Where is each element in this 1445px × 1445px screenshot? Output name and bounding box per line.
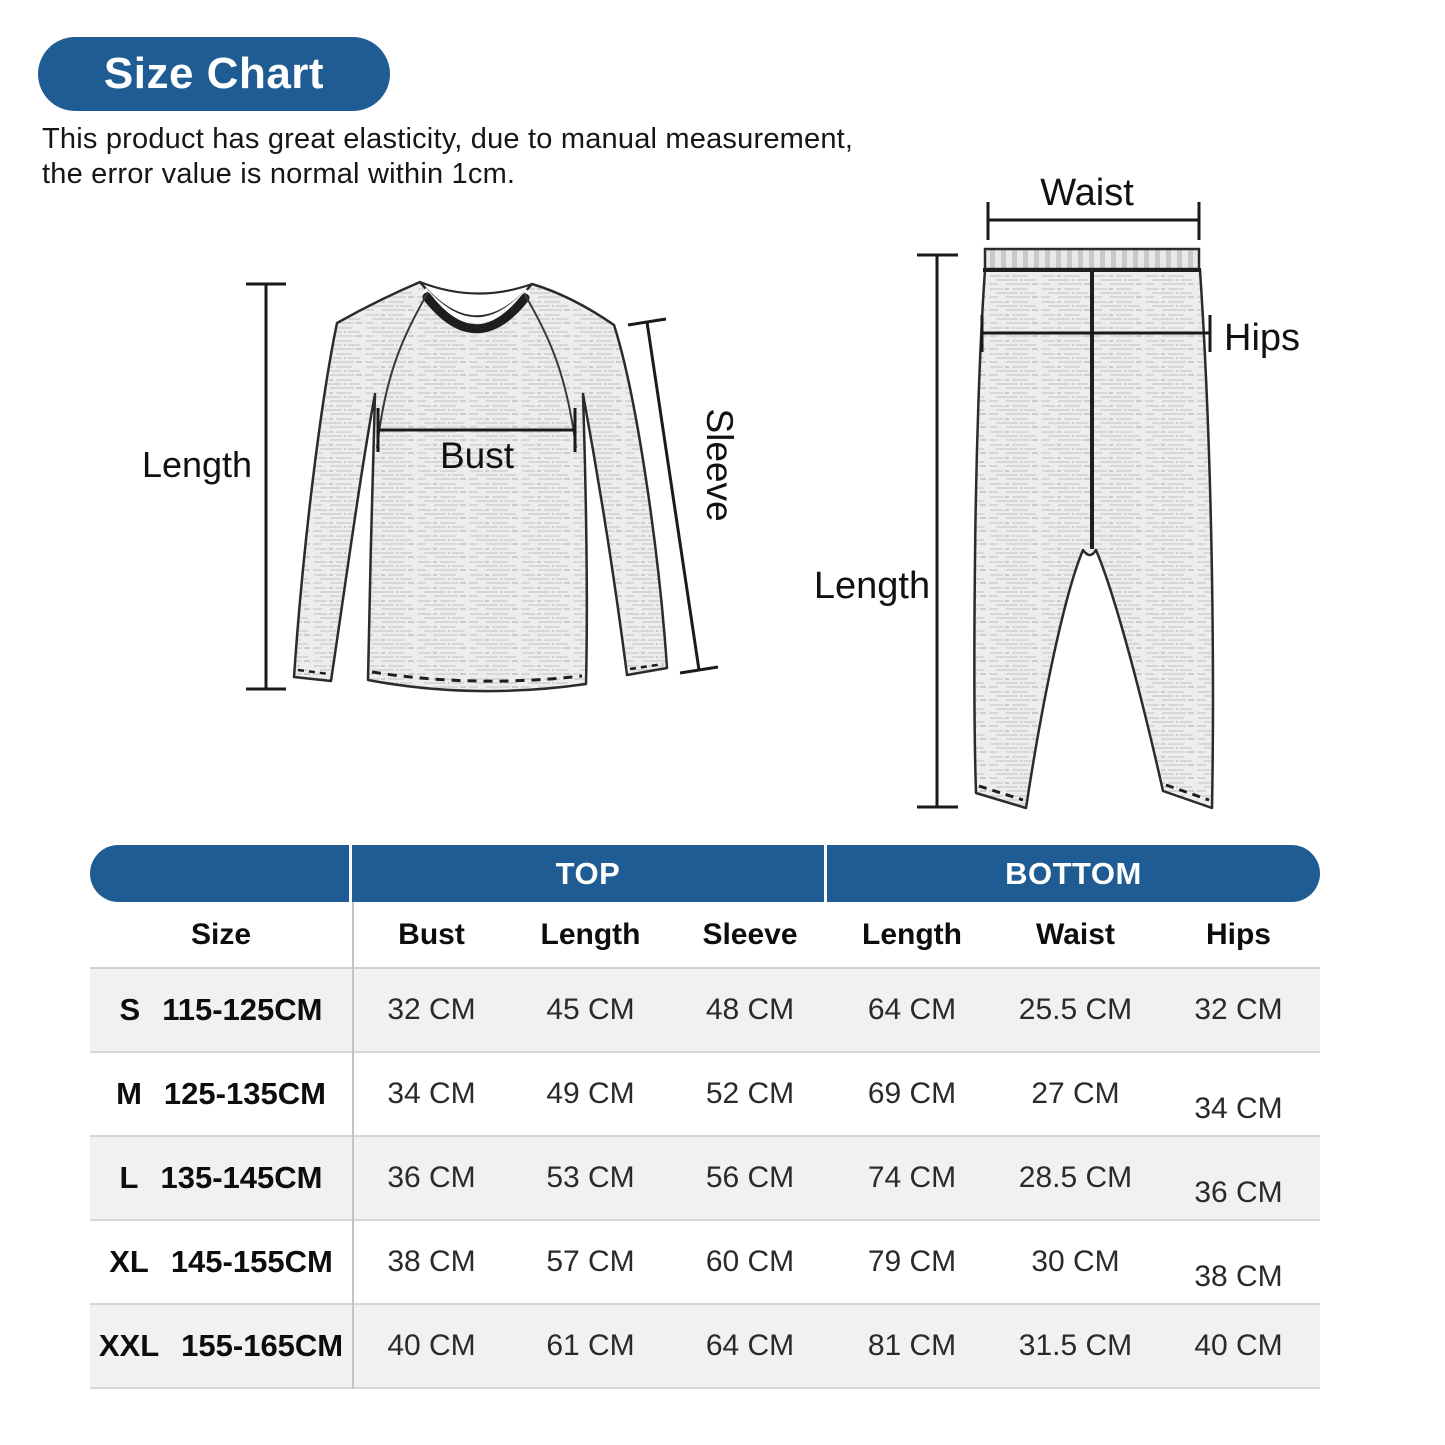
size-cell: XXL 155-165CM	[90, 1328, 352, 1364]
bust-value: 38 CM	[387, 1245, 476, 1278]
height-range: 155-165CM	[181, 1328, 344, 1363]
table-column-header: Size Bust Length Sleeve Length Waist Hip…	[90, 902, 1320, 969]
pants-measurements	[917, 202, 1212, 809]
sleeve-value: 52 CM	[705, 1077, 795, 1110]
group-header-top: TOP	[352, 845, 827, 902]
description-text: This product has great elasticity, due t…	[42, 122, 853, 192]
pants-hem-stitch-right	[1165, 783, 1210, 802]
hips-value: 36 CM	[1194, 1176, 1283, 1209]
bust-value: 36 CM	[387, 1161, 476, 1194]
hips-value: 32 CM	[1194, 993, 1283, 1026]
table-row-m: M 125-135CM 34 CM 49 CM 52 CM 69 CM 27 C…	[90, 1053, 1320, 1137]
size-label: S	[119, 992, 141, 1027]
shirt-collar-band	[422, 292, 530, 334]
top-length-value: 57 CM	[546, 1245, 635, 1278]
pants-waist-label: Waist	[1040, 172, 1134, 214]
bottom-length-value: 79 CM	[867, 1245, 957, 1278]
table-row-xxl: XXL 155-165CM 40 CM 61 CM 64 CM 81 CM 31…	[90, 1305, 1320, 1389]
group-header-spacer	[90, 845, 352, 902]
waist-value: 27 CM	[1031, 1077, 1120, 1110]
sleeve-value: 64 CM	[705, 1329, 795, 1362]
height-range: 125-135CM	[163, 1076, 326, 1111]
waist-value: 31.5 CM	[1018, 1329, 1133, 1362]
col-bottom-length: Length	[862, 917, 962, 951]
group-header-bottom: BOTTOM	[1005, 855, 1142, 891]
sleeve-value: 48 CM	[705, 993, 795, 1026]
shirt-raglan-seam-right	[523, 292, 577, 449]
col-bust: Bust	[398, 917, 465, 951]
table-group-header: TOP BOTTOM	[90, 845, 1320, 902]
size-cell: L 135-145CM	[90, 1160, 352, 1196]
description-line-1: This product has great elasticity, due t…	[42, 123, 854, 155]
table-row-l: L 135-145CM 36 CM 53 CM 56 CM 74 CM 28.5…	[90, 1137, 1320, 1221]
top-length-value: 49 CM	[546, 1077, 635, 1110]
hips-value: 38 CM	[1194, 1260, 1283, 1293]
shirt-cuff-stitch-left	[297, 668, 330, 676]
height-range: 135-145CM	[160, 1160, 323, 1195]
table-row-xl: XL 145-155CM 38 CM 57 CM 60 CM 79 CM 30 …	[90, 1221, 1320, 1305]
page-title: Size Chart	[103, 49, 325, 98]
sleeve-value: 60 CM	[705, 1245, 795, 1278]
size-label: L	[119, 1160, 139, 1195]
pants-illustration	[973, 247, 1215, 810]
col-sleeve: Sleeve	[702, 917, 798, 951]
bottom-length-value: 81 CM	[867, 1329, 957, 1362]
bust-value: 34 CM	[387, 1077, 476, 1110]
size-table: TOP BOTTOM Size Bust Length Sleeve Lengt…	[90, 845, 1320, 1389]
table-row-s: S 115-125CM 32 CM 45 CM 48 CM 64 CM 25.5…	[90, 969, 1320, 1053]
sleeve-value: 56 CM	[705, 1161, 795, 1194]
col-waist: Waist	[1036, 917, 1115, 951]
pants-hips-label: Hips	[1224, 317, 1300, 359]
size-cell: M 125-135CM	[90, 1076, 352, 1112]
size-label: XXL	[98, 1328, 160, 1363]
waist-value: 30 CM	[1031, 1245, 1120, 1278]
waist-value: 28.5 CM	[1018, 1161, 1133, 1194]
shirt-cuff-stitch-right	[629, 662, 664, 671]
top-length-value: 45 CM	[546, 993, 635, 1026]
bust-value: 32 CM	[387, 993, 476, 1026]
pants-hem-stitch-left	[978, 784, 1024, 802]
shirt-raglan-seam-left	[376, 291, 429, 449]
size-cell: XL 145-155CM	[90, 1244, 352, 1280]
size-column-divider	[352, 902, 354, 1389]
bottom-length-value: 69 CM	[867, 1077, 957, 1110]
top-length-value: 53 CM	[546, 1161, 635, 1194]
size-cell: S 115-125CM	[90, 992, 352, 1028]
title-badge: Size Chart	[38, 37, 390, 111]
shirt-measurements	[246, 282, 719, 691]
bottom-length-value: 74 CM	[867, 1161, 957, 1194]
size-label: M	[116, 1076, 142, 1111]
shirt-sleeve-label: Sleeve	[699, 408, 740, 521]
hips-value: 34 CM	[1194, 1092, 1283, 1125]
size-label: XL	[109, 1244, 149, 1279]
measurement-diagram: Length Bust Sleeve Waist Hips	[142, 172, 1300, 810]
shirt-length-label: Length	[142, 444, 252, 485]
col-top-length: Length	[540, 917, 641, 951]
pants-length-label: Length	[814, 565, 930, 607]
height-range: 145-155CM	[170, 1244, 333, 1279]
col-hips: Hips	[1205, 917, 1271, 951]
waist-value: 25.5 CM	[1018, 993, 1133, 1026]
hips-value: 40 CM	[1194, 1329, 1283, 1362]
top-length-value: 61 CM	[546, 1329, 635, 1362]
shirt-bust-label: Bust	[440, 435, 515, 476]
shirt-body	[292, 280, 669, 693]
col-size: Size	[190, 917, 252, 951]
pants-waistband	[983, 247, 1201, 271]
shirt-hem-stitch	[371, 670, 583, 683]
shirt-illustration	[292, 280, 669, 693]
description-line-2: the error value is normal within 1cm.	[42, 158, 516, 190]
height-range: 115-125CM	[162, 992, 323, 1027]
bust-value: 40 CM	[387, 1329, 476, 1362]
shirt-back-neckline	[419, 280, 533, 295]
bottom-length-value: 64 CM	[867, 993, 957, 1026]
